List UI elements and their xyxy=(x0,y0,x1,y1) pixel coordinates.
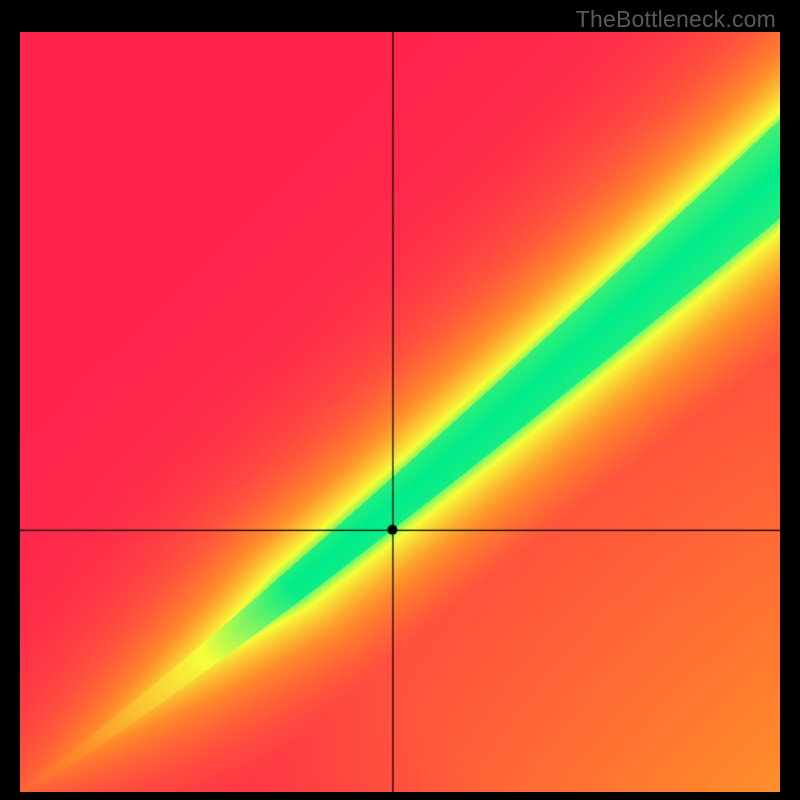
bottleneck-heatmap xyxy=(20,32,780,792)
chart-container: TheBottleneck.com xyxy=(0,0,800,800)
watermark-text: TheBottleneck.com xyxy=(576,6,776,33)
